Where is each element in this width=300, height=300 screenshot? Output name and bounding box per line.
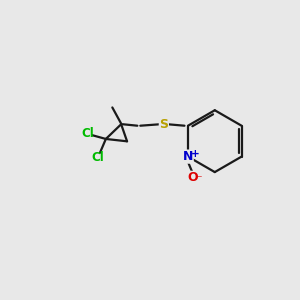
Text: Cl: Cl: [91, 151, 104, 164]
Text: ⁻: ⁻: [196, 173, 202, 186]
Text: Cl: Cl: [81, 127, 94, 140]
Text: O: O: [187, 171, 198, 184]
Text: +: +: [191, 149, 200, 159]
Text: S: S: [159, 118, 168, 131]
Text: N: N: [183, 150, 193, 163]
